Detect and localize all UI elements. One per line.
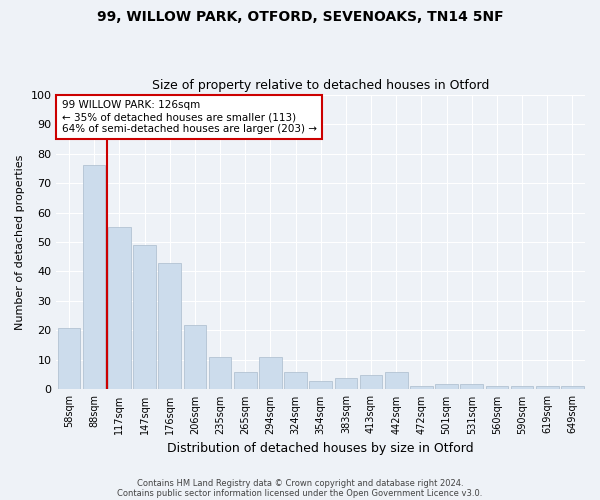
- Bar: [335, 378, 357, 390]
- Text: Contains HM Land Registry data © Crown copyright and database right 2024.: Contains HM Land Registry data © Crown c…: [137, 478, 463, 488]
- Bar: [133, 245, 156, 390]
- Bar: [284, 372, 307, 390]
- Y-axis label: Number of detached properties: Number of detached properties: [15, 154, 25, 330]
- Bar: [234, 372, 257, 390]
- Text: Contains public sector information licensed under the Open Government Licence v3: Contains public sector information licen…: [118, 488, 482, 498]
- Bar: [485, 386, 508, 390]
- Bar: [259, 357, 281, 390]
- Text: 99 WILLOW PARK: 126sqm
← 35% of detached houses are smaller (113)
64% of semi-de: 99 WILLOW PARK: 126sqm ← 35% of detached…: [62, 100, 317, 134]
- Bar: [561, 386, 584, 390]
- Bar: [310, 380, 332, 390]
- Title: Size of property relative to detached houses in Otford: Size of property relative to detached ho…: [152, 79, 490, 92]
- Text: 99, WILLOW PARK, OTFORD, SEVENOAKS, TN14 5NF: 99, WILLOW PARK, OTFORD, SEVENOAKS, TN14…: [97, 10, 503, 24]
- Bar: [435, 384, 458, 390]
- Bar: [209, 357, 232, 390]
- Bar: [536, 386, 559, 390]
- Bar: [108, 227, 131, 390]
- Bar: [360, 374, 382, 390]
- Bar: [83, 166, 106, 390]
- Bar: [385, 372, 407, 390]
- Bar: [410, 386, 433, 390]
- Bar: [158, 262, 181, 390]
- Bar: [511, 386, 533, 390]
- Bar: [58, 328, 80, 390]
- Bar: [460, 384, 483, 390]
- X-axis label: Distribution of detached houses by size in Otford: Distribution of detached houses by size …: [167, 442, 474, 455]
- Bar: [184, 324, 206, 390]
